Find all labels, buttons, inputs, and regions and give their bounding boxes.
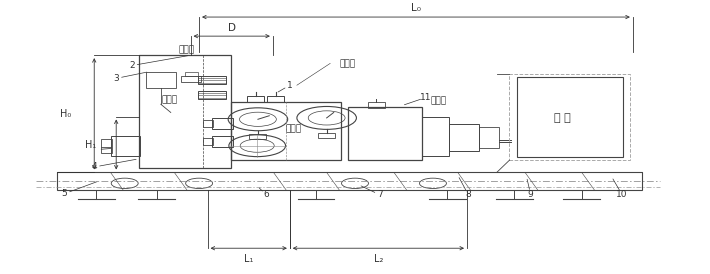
Text: 11: 11 [420,93,432,102]
Text: 8: 8 [466,190,471,199]
Bar [212,136,233,147]
Bar [58,172,642,190]
Text: H₁: H₁ [85,140,97,150]
Bar [102,139,112,153]
Text: 10: 10 [616,190,628,199]
Bar [203,120,212,127]
Text: 7: 7 [377,190,383,199]
Bar [368,102,385,109]
Bar [267,96,284,102]
Bar [247,96,264,102]
Bar [449,124,479,151]
Bar [139,55,231,168]
Bar [185,72,197,76]
Text: 有杆腔: 有杆腔 [161,95,178,104]
Text: 有杆腔: 有杆腔 [430,96,447,105]
Text: 1: 1 [287,81,293,90]
Bar [249,134,266,139]
Bar [111,136,141,156]
Text: 重 物: 重 物 [555,113,571,124]
Text: 接泵站: 接泵站 [340,59,356,68]
Bar [146,72,175,88]
Text: H₀: H₀ [60,109,72,119]
Bar [318,133,335,138]
Text: 无杆腔: 无杆腔 [179,45,195,54]
Bar [510,74,630,160]
Text: L₁: L₁ [244,253,253,264]
Bar [197,76,226,84]
Bar [203,138,212,145]
Bar [197,91,226,99]
Text: 无杆腔: 无杆腔 [285,124,302,133]
Bar [422,116,449,156]
Text: L₀: L₀ [411,3,421,13]
Text: 3: 3 [114,74,119,83]
Text: D: D [228,23,236,33]
Bar [348,107,422,160]
Text: 4: 4 [92,162,97,172]
Text: 6: 6 [263,190,269,199]
Bar [479,127,499,149]
Text: 5: 5 [62,189,67,198]
Bar [517,77,623,158]
Text: 9: 9 [528,190,534,199]
Text: 2: 2 [129,61,135,70]
Bar [212,118,233,129]
Bar [181,76,201,82]
Text: L₂: L₂ [373,253,383,264]
Bar [231,102,341,160]
